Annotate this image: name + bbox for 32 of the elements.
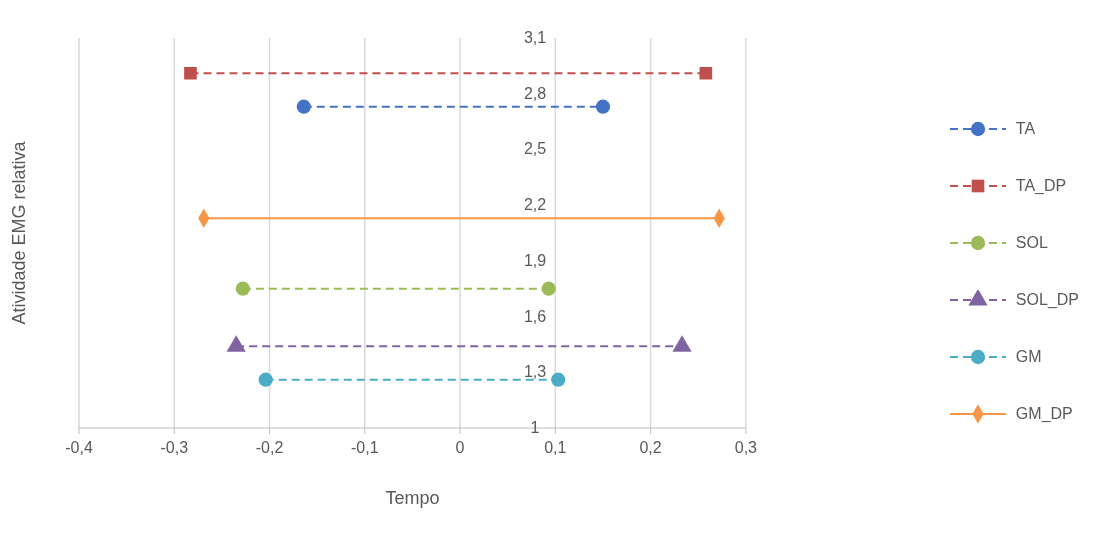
x-tick-label: 0,1 xyxy=(544,439,567,457)
point xyxy=(699,66,713,80)
y-tick-label: 2,5 xyxy=(523,140,547,158)
y-tick-label: 2,2 xyxy=(523,196,547,214)
legend-label: GM_DP xyxy=(1015,404,1073,423)
point xyxy=(595,99,611,114)
x-tick-label: -0,2 xyxy=(255,439,284,457)
y-tick-label: 3,1 xyxy=(523,29,547,46)
y-tick-label: 1,6 xyxy=(523,307,547,325)
y-axis-title: Atividade EMG relativa xyxy=(9,140,30,325)
point xyxy=(235,281,250,296)
y-tick-label: 1,3 xyxy=(523,363,547,381)
x-tick-label: 0 xyxy=(455,439,465,457)
y-tick-label: 1 xyxy=(530,419,540,436)
legend-label: SOL_DP xyxy=(1015,290,1079,309)
legend-label: TA xyxy=(1015,119,1036,138)
point xyxy=(258,372,273,387)
x-tick-label: -0,1 xyxy=(351,439,379,457)
x-tick-label: -0,3 xyxy=(160,439,189,457)
x-tick-label: -0,4 xyxy=(65,439,93,457)
x-tick-label: 0,3 xyxy=(734,439,758,457)
x-tick-label: 0,2 xyxy=(639,439,662,457)
point xyxy=(541,281,556,296)
point xyxy=(551,372,566,387)
point xyxy=(184,66,197,80)
legend-label: GM xyxy=(1015,347,1042,366)
y-tick-label: 1,9 xyxy=(523,251,547,269)
legend-label: TA_DP xyxy=(1015,176,1067,195)
point xyxy=(296,99,311,114)
y-tick-label: 2,8 xyxy=(523,84,547,102)
x-axis-title: Tempo xyxy=(385,488,440,508)
legend-label: SOL xyxy=(1015,233,1048,252)
